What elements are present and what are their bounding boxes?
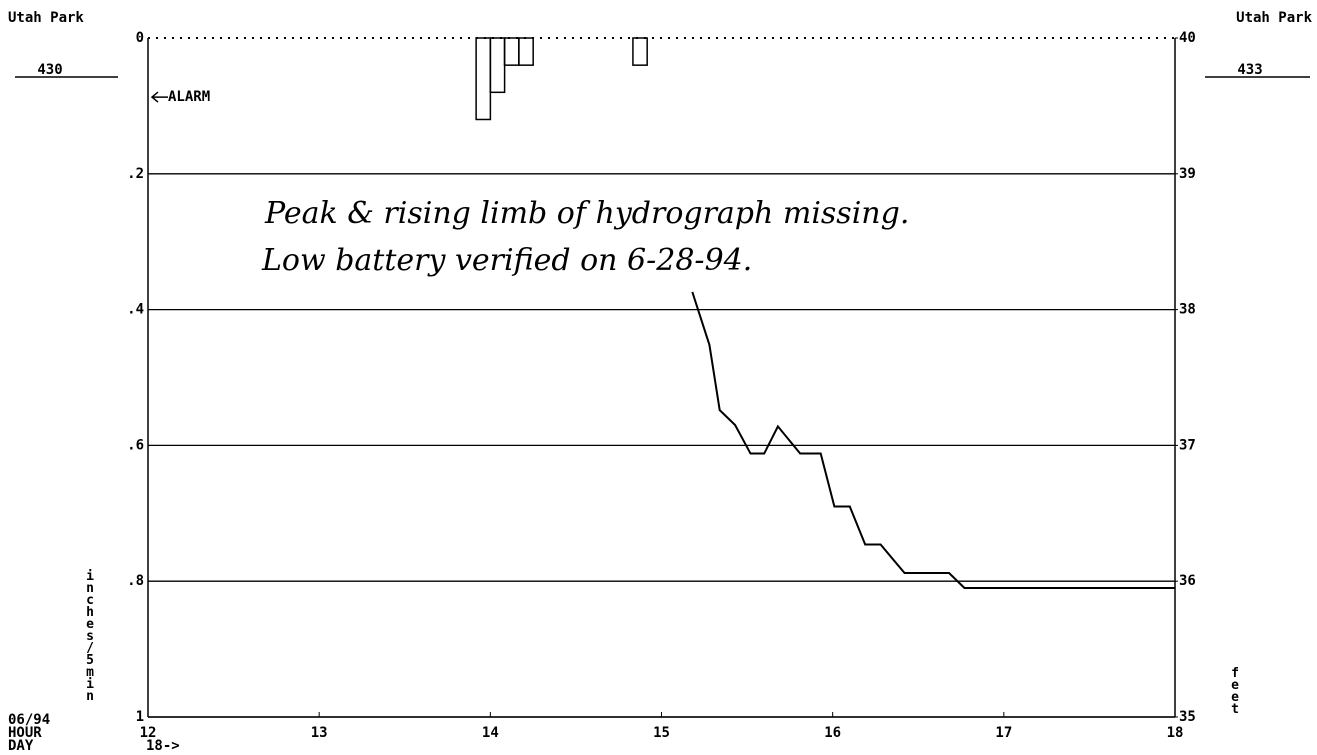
- y-tick-label: 0: [136, 30, 144, 46]
- y2-tick-label: 37: [1179, 437, 1196, 453]
- y-tick-label: .6: [127, 437, 144, 453]
- date-label: 06/94: [8, 712, 50, 728]
- day-label: DAY: [8, 738, 34, 754]
- y2-tick-label: 38: [1179, 302, 1196, 318]
- alarm-arrow: [150, 91, 168, 103]
- y-tick-label: .2: [127, 166, 144, 182]
- precip-bar: [518, 37, 534, 66]
- station-left: Utah Park: [8, 10, 84, 26]
- stage-line: [691, 291, 1175, 589]
- x-tick-label: 12: [140, 725, 157, 741]
- station-right: Utah Park: [1236, 10, 1312, 26]
- annotation: Low battery verified on 6-28-94.: [261, 243, 752, 278]
- y2-tick-label: 36: [1179, 573, 1196, 589]
- y2-tick-label: 35: [1179, 709, 1196, 725]
- y-tick-label: 1: [136, 709, 144, 725]
- y2-tick-label: 39: [1179, 166, 1196, 182]
- x-tick-label: 14: [482, 725, 499, 741]
- y-tick-label: .4: [127, 302, 144, 318]
- precip-bar: [503, 37, 520, 66]
- x-tick-label: 18: [1167, 725, 1184, 741]
- x-tick-label: 16: [824, 725, 841, 741]
- hour-label: HOUR: [8, 725, 42, 741]
- precip-bar: [632, 37, 648, 66]
- annotation: Peak & rising limb of hydrograph missing…: [264, 196, 909, 231]
- y2-axis-label: feet: [1228, 666, 1243, 714]
- id-right: 433: [1237, 62, 1262, 78]
- y2-tick-label: 40: [1179, 30, 1196, 46]
- precip-bar: [475, 37, 492, 121]
- y-tick-label: .8: [127, 573, 144, 589]
- y-axis-label: inches/5min: [83, 569, 98, 701]
- x-tick-label: 17: [995, 725, 1012, 741]
- id-left: 430: [37, 62, 62, 78]
- x-tick-label: 15: [653, 725, 670, 741]
- precip-bar: [489, 37, 506, 94]
- day-marker: 18->: [146, 738, 180, 754]
- x-tick-label: 13: [311, 725, 328, 741]
- alarm-label: ALARM: [168, 89, 210, 105]
